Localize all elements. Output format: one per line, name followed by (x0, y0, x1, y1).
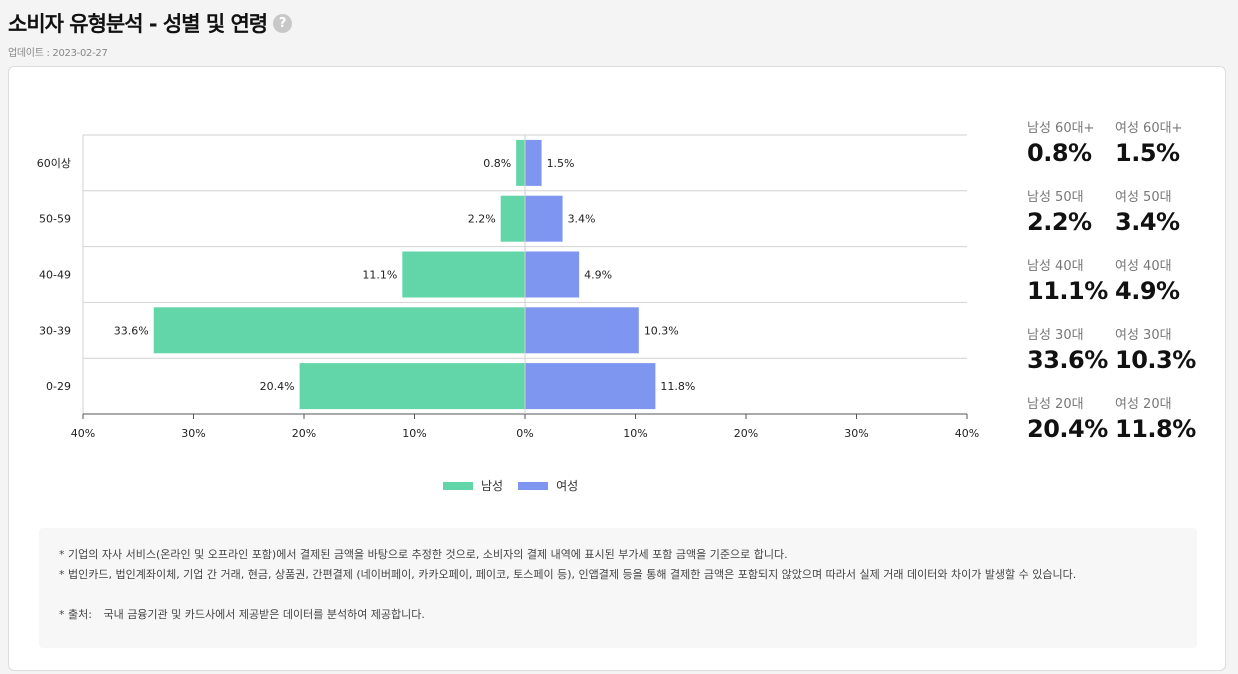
stat-male-60: 남성 60대+ 0.8% (1027, 117, 1115, 167)
stats-panel: 남성 60대+ 0.8% 여성 60대+ 1.5% 남성 50대 2.2% 여성… (1027, 117, 1203, 462)
data-label-female: 10.3% (644, 324, 679, 337)
legend-label-female: 여성 (556, 479, 579, 493)
stat-label: 여성 60대+ (1115, 121, 1183, 136)
stat-label: 남성 60대+ (1027, 121, 1095, 136)
stat-value: 20.4% (1027, 415, 1108, 443)
stat-label: 남성 40대 (1027, 259, 1084, 274)
x-tick-label: 20% (734, 427, 758, 440)
stat-value: 10.3% (1115, 346, 1196, 374)
category-label: 50-59 (39, 213, 71, 226)
bar-male (402, 251, 525, 298)
x-tick-label: 10% (623, 427, 647, 440)
help-icon[interactable]: ? (273, 13, 293, 33)
data-label-female: 1.5% (547, 157, 575, 170)
page-header: 소비자 유형분석 - 성별 및 연령 ? 업데이트 : 2023-02-27 (8, 8, 293, 59)
stat-label: 남성 30대 (1027, 328, 1084, 343)
source-line: * 출처: 국내 금융기관 및 카드사에서 제공받은 데이터를 분석하여 제공합… (59, 605, 1177, 625)
bar-female (525, 139, 542, 186)
source-text: 국내 금융기관 및 카드사에서 제공받은 데이터를 분석하여 제공합니다. (103, 608, 425, 621)
bar-male (299, 363, 525, 410)
stat-male-40: 남성 40대 11.1% (1027, 255, 1115, 305)
category-label: 60이상 (37, 157, 71, 170)
stat-value: 3.4% (1115, 208, 1180, 236)
x-tick-label: 30% (181, 427, 205, 440)
stat-label: 여성 20대 (1115, 397, 1172, 412)
stat-label: 여성 50대 (1115, 190, 1172, 205)
bar-female (525, 251, 580, 298)
x-tick-label: 40% (71, 427, 95, 440)
stat-value: 2.2% (1027, 208, 1092, 236)
gender-age-chart: 40% 30% 20% 10% 0% 10% 20% 30% 40% 60이상 0.8% 1.5% 50… (37, 134, 979, 440)
stat-female-40: 여성 40대 4.9% (1115, 255, 1203, 305)
updated-date: 업데이트 : 2023-02-27 (8, 48, 108, 59)
legend-label-male: 남성 (481, 479, 504, 493)
stat-label: 여성 40대 (1115, 259, 1172, 274)
data-label-male: 2.2% (468, 213, 496, 226)
stat-label: 남성 20대 (1027, 397, 1084, 412)
data-label-female: 4.9% (584, 269, 612, 282)
x-tick-label: 40% (955, 427, 979, 440)
stat-male-50: 남성 50대 2.2% (1027, 186, 1115, 236)
stat-value: 4.9% (1115, 277, 1180, 305)
legend-swatch-female (518, 481, 549, 490)
stat-female-20: 여성 20대 11.8% (1115, 393, 1203, 443)
stat-male-20: 남성 20대 20.4% (1027, 393, 1115, 443)
stat-female-30: 여성 30대 10.3% (1115, 324, 1203, 374)
stat-row-40: 남성 40대 11.1% 여성 40대 4.9% (1027, 255, 1203, 305)
page-title: 소비자 유형분석 - 성별 및 연령 (8, 12, 268, 36)
bar-female (525, 363, 656, 410)
stat-row-50: 남성 50대 2.2% 여성 50대 3.4% (1027, 186, 1203, 236)
legend-item-male[interactable]: 남성 (443, 477, 503, 494)
stat-row-60: 남성 60대+ 0.8% 여성 60대+ 1.5% (1027, 117, 1203, 167)
stat-value: 33.6% (1027, 346, 1108, 374)
bar-male (516, 139, 525, 186)
category-label: 40-49 (39, 269, 71, 282)
notes-box: * 기업의 자사 서비스(온라인 및 오프라인 포함)에서 결제된 금액을 바탕… (39, 528, 1197, 648)
data-label-male: 33.6% (114, 324, 149, 337)
stat-value: 1.5% (1115, 139, 1180, 167)
bar-male (153, 307, 525, 354)
data-label-male: 20.4% (260, 380, 295, 393)
stat-male-30: 남성 30대 33.6% (1027, 324, 1115, 374)
category-label: 30-39 (39, 324, 71, 337)
legend-item-female[interactable]: 여성 (518, 477, 578, 494)
legend-swatch-male (443, 481, 473, 490)
bar-male (500, 195, 525, 242)
stat-label: 여성 30대 (1115, 328, 1172, 343)
data-label-male: 0.8% (483, 157, 511, 170)
stat-row-30: 남성 30대 33.6% 여성 30대 10.3% (1027, 324, 1203, 374)
note-line-2: * 법인카드, 법인계좌이체, 기업 간 거래, 현금, 상품권, 간편결제 (… (59, 568, 1077, 581)
stat-female-60: 여성 60대+ 1.5% (1115, 117, 1203, 167)
stat-female-50: 여성 50대 3.4% (1115, 186, 1203, 236)
data-label-male: 11.1% (362, 269, 397, 282)
category-label: 0-29 (46, 380, 71, 393)
analysis-card: 40% 30% 20% 10% 0% 10% 20% 30% 40% 60이상 0.8% 1.5% 50… (8, 66, 1226, 671)
stat-label: 남성 50대 (1027, 190, 1084, 205)
chart-legend: 남성 여성 (443, 477, 593, 494)
stat-value: 11.1% (1027, 277, 1108, 305)
x-tick-label: 20% (292, 427, 316, 440)
data-label-female: 3.4% (568, 213, 596, 226)
bar-female (525, 307, 639, 354)
x-tick-label: 10% (402, 427, 426, 440)
stat-row-20: 남성 20대 20.4% 여성 20대 11.8% (1027, 393, 1203, 443)
stat-value: 11.8% (1115, 415, 1196, 443)
x-tick-label: 30% (844, 427, 868, 440)
bar-female (525, 195, 563, 242)
source-label: * 출처: (59, 608, 92, 621)
data-label-female: 11.8% (660, 380, 695, 393)
note-line-1: * 기업의 자사 서비스(온라인 및 오프라인 포함)에서 결제된 금액을 바탕… (59, 548, 788, 561)
x-tick-label: 0% (516, 427, 533, 440)
stat-value: 0.8% (1027, 139, 1092, 167)
title-row: 소비자 유형분석 - 성별 및 연령 ? (8, 8, 293, 38)
